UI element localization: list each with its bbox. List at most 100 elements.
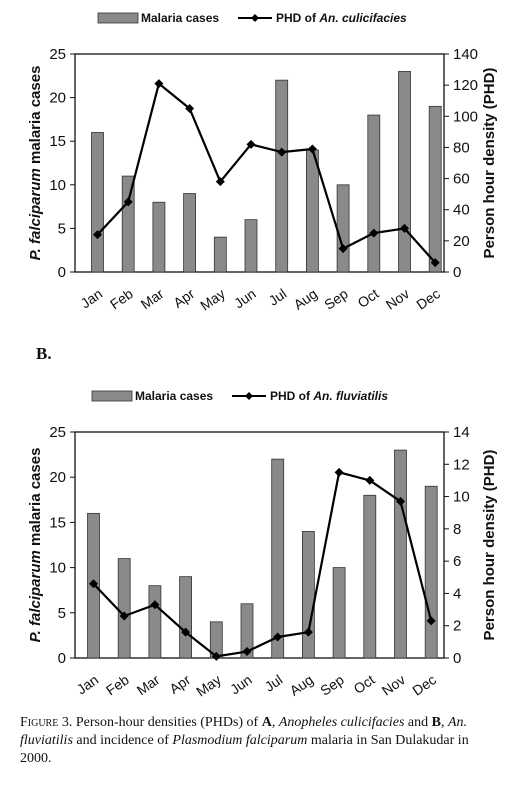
charta-x-tick-label: Nov: [383, 285, 413, 312]
charta-legend-line-marker: [251, 14, 259, 22]
chartb-phd-point-may: [211, 651, 221, 661]
chartb-x-tick-label: Dec: [409, 671, 439, 698]
charta-y2-tick-label: 60: [453, 171, 470, 188]
charta-bar-sep: [336, 184, 350, 273]
chartb-bar-nov: [394, 449, 407, 659]
chartb-x-tick-label: Jan: [74, 671, 102, 697]
charta-y2-tick-label: 100: [453, 108, 478, 125]
chartb-bar-jul: [271, 458, 285, 659]
chartb-legend-line-marker: [245, 392, 253, 400]
charta-phd-line: [96, 82, 437, 264]
chartb-legend-line-label-species: An. fluviatilis: [312, 389, 388, 403]
caption-panel-b: B: [431, 715, 441, 730]
chartb-y-axis-title: P. falciparum malaria cases: [27, 448, 44, 643]
charta-bar-jul: [275, 79, 289, 273]
chartb-x-tick-label: Mar: [134, 671, 163, 698]
charta-x-tick-label: Feb: [107, 285, 136, 312]
charta-x-tick-label: Aug: [291, 285, 321, 312]
caption-text-6: malaria in San Dulakudar in 2000.: [20, 733, 469, 766]
chartb-bar-dec: [424, 485, 438, 659]
charta-x-tick-label: Dec: [413, 285, 443, 312]
charta-plot-frame: [74, 53, 445, 273]
charta-x-tick-label: Apr: [170, 285, 197, 311]
chartb-y2-axis-title: Person hour density (PHD): [481, 450, 498, 641]
chartb-x-tick-label: Sep: [317, 671, 347, 699]
charta-y2-tick-label: 40: [453, 202, 470, 219]
chartb-phd-point-nov: [396, 496, 405, 506]
charta-x-tick-label: May: [197, 285, 228, 313]
chartb-legend-bar-label: Malaria cases: [135, 389, 213, 403]
charta-bar-may: [213, 236, 227, 273]
caption-text-4: ,: [440, 715, 448, 730]
charta-y-axis-title-rest: malaria cases: [27, 66, 44, 169]
charta-phd-point-jul: [277, 147, 287, 157]
caption-text-5: and incidence of: [72, 733, 173, 748]
charta-legend-line-label: PHD of An. culicifacies: [276, 11, 407, 25]
charta-bar-jun: [244, 219, 258, 273]
chartb-phd-point-oct: [365, 475, 375, 485]
chartb-y-tick-label: 15: [49, 514, 66, 531]
chartb-x-tick-label: Aug: [287, 671, 317, 698]
chartb-phd-point-feb: [119, 611, 129, 621]
chartb-legend-line-label: PHD of An. fluviatilis: [270, 389, 388, 403]
charta-x-tick-label: Jul: [266, 285, 290, 308]
charta-y2-tick-label: 0: [453, 264, 461, 281]
charta-x-tick-label: Mar: [138, 285, 167, 312]
chartb-y2-tick-label: 14: [453, 424, 470, 441]
charta-x-tick-label: Sep: [321, 285, 351, 313]
caption-figure-number: Figure 3.: [20, 715, 73, 730]
charta-legend-line-label-prefix: PHD of: [276, 11, 319, 25]
charta-bar-aug: [305, 149, 319, 273]
chartb-legend-bar-swatch: [91, 390, 133, 402]
caption-panel-a: A: [261, 715, 272, 730]
charta-y-tick-label: 10: [49, 177, 66, 194]
chartb-x-tick-label: May: [193, 671, 224, 699]
charta-x-tick-label: Jan: [78, 285, 106, 311]
chartb-x-tick-label: Apr: [166, 671, 193, 697]
chartb-phd-point-mar: [150, 600, 160, 610]
panel-b-label: B.: [36, 344, 52, 363]
chartb-y-tick-label: 20: [49, 469, 66, 486]
charta-y-tick-label: 25: [49, 46, 66, 63]
chartb-phd-point-jul: [273, 632, 283, 642]
charta-legend-bar-label: Malaria cases: [141, 11, 219, 25]
chartb-y-tick-label: 5: [58, 605, 66, 622]
charta-bar-apr: [183, 193, 197, 273]
charta-y2-tick-label: 120: [453, 77, 478, 94]
charta-phd-point-jan: [93, 230, 102, 240]
chartb-phd-point-aug: [303, 627, 313, 637]
charta-phd-point-jun: [246, 139, 256, 149]
chartb-y-tick-label: 10: [49, 560, 66, 577]
charta-phd-point-dec: [430, 258, 440, 268]
chartb-x-tick-label: Oct: [351, 671, 378, 697]
chartb-plot-frame: [74, 431, 445, 659]
charta-y-tick-label: 5: [58, 220, 66, 237]
charta-x-tick-label: Jun: [231, 285, 259, 311]
chartb-y-axis-title-italic: P. falciparum: [27, 550, 44, 642]
chartb-phd-point-apr: [181, 627, 191, 637]
charta-y2-axis-title: Person hour density (PHD): [481, 68, 498, 259]
charta-phd-point-aug: [307, 144, 317, 154]
chartb-bar-jun: [240, 603, 254, 659]
charta-phd-point-oct: [369, 228, 379, 238]
charta-phd-point-may: [215, 177, 225, 187]
chartb-bar-aug: [301, 531, 315, 659]
chartb-x-tick-label: Feb: [103, 671, 132, 698]
chartb-x-tick-label: Jun: [227, 671, 255, 697]
charta-phd-point-sep: [338, 244, 348, 254]
charta-bar-jan: [91, 132, 104, 273]
charta-y-axis-title-italic: P. falciparum: [27, 168, 44, 260]
caption-species-a: Anopheles culicifacies: [278, 715, 405, 730]
charta-y2-tick-label: 20: [453, 233, 470, 250]
charta-bar-dec: [428, 105, 442, 273]
charta-legend-line-label-species: An. culicifacies: [318, 11, 407, 25]
chartb-x-tick-label: Nov: [379, 671, 409, 698]
charta-phd-point-nov: [400, 223, 409, 233]
charta-bar-nov: [398, 71, 411, 273]
charta-x-tick-label: Oct: [355, 285, 382, 311]
caption-text-3: and: [404, 715, 432, 730]
chartb-bar-mar: [148, 585, 162, 659]
caption-text-2: ,: [271, 715, 279, 730]
chartb-phd-point-sep: [334, 467, 344, 477]
